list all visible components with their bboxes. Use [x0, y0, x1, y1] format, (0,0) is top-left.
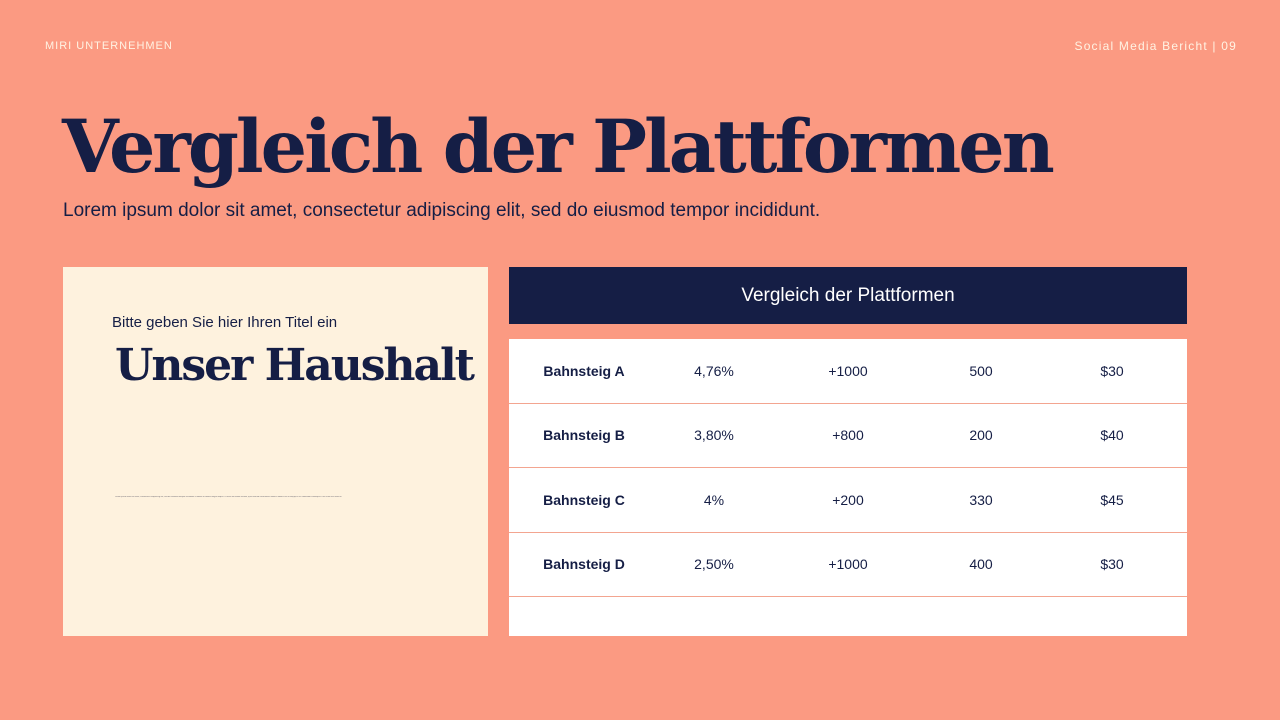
- count-value: 330: [969, 492, 993, 508]
- price-value: $40: [1100, 427, 1124, 443]
- card-body-text: Lorem ipsum dolor sit amet, consectetur …: [115, 496, 342, 498]
- platform-name: Bahnsteig A: [543, 363, 625, 379]
- table-row: Bahnsteig C 4% +200 330 $45: [509, 468, 1187, 533]
- count-value: 400: [969, 556, 993, 572]
- company-name: MIRI UNTERNEHMEN: [45, 40, 173, 52]
- report-page-label: Social Media Bericht | 09: [1074, 39, 1237, 53]
- card-heading: Unser Haushalt: [115, 340, 475, 391]
- percentage-value: 3,80%: [694, 427, 734, 443]
- growth-value: +800: [832, 427, 864, 443]
- card-kicker: Bitte geben Sie hier Ihren Titel ein: [112, 314, 338, 331]
- page-title: Vergleich der Plattformen: [62, 104, 1055, 190]
- table-row: Bahnsteig D 2,50% +1000 400 $30: [509, 532, 1187, 597]
- price-value: $30: [1100, 556, 1124, 572]
- comparison-table-header: Vergleich der Plattformen: [509, 267, 1187, 324]
- growth-value: +1000: [828, 556, 868, 572]
- price-value: $30: [1100, 363, 1124, 379]
- price-value: $45: [1100, 492, 1124, 508]
- table-row: Bahnsteig A 4,76% +1000 500 $30: [509, 339, 1187, 404]
- count-value: 500: [969, 363, 993, 379]
- percentage-value: 2,50%: [694, 556, 734, 572]
- growth-value: +1000: [828, 363, 868, 379]
- page-subtitle: Lorem ipsum dolor sit amet, consectetur …: [63, 200, 821, 221]
- table-row: Bahnsteig B 3,80% +800 200 $40: [509, 403, 1187, 468]
- platform-name: Bahnsteig B: [543, 427, 625, 443]
- platform-name: Bahnsteig C: [543, 492, 625, 508]
- budget-card: Bitte geben Sie hier Ihren Titel ein Uns…: [63, 267, 488, 636]
- comparison-table: Bahnsteig A 4,76% +1000 500 $30 Bahnstei…: [509, 339, 1187, 636]
- growth-value: +200: [832, 492, 864, 508]
- percentage-value: 4%: [703, 492, 725, 508]
- comparison-table-title: Vergleich der Plattformen: [741, 284, 955, 306]
- percentage-value: 4,76%: [694, 363, 734, 379]
- count-value: 200: [969, 427, 993, 443]
- platform-name: Bahnsteig D: [543, 556, 625, 572]
